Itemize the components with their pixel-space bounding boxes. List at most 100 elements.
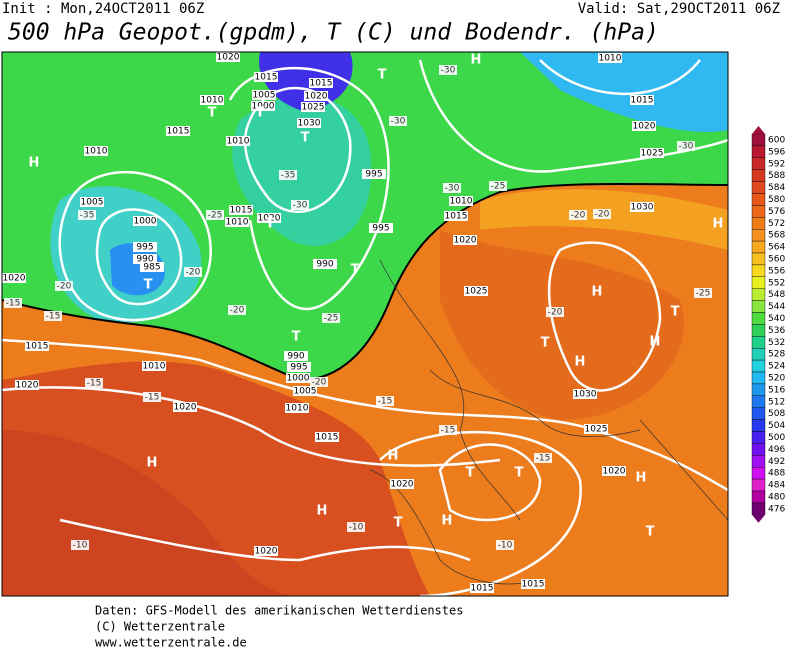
pressure-center: H: [575, 355, 586, 370]
legend-swatch: [751, 431, 766, 444]
isobar-label-bg: [640, 148, 664, 158]
legend-swatch: [751, 181, 766, 194]
isobar-label: 1010: [227, 137, 250, 147]
legend-label: 536: [768, 326, 785, 336]
temp-label-bg: [534, 453, 552, 463]
isobar-label-bg: [133, 242, 157, 252]
isobar-label: 1000: [287, 374, 310, 384]
pressure-center: H: [388, 449, 399, 464]
legend-swatch: [751, 205, 766, 218]
legend-label: 528: [768, 350, 785, 360]
legend-label: 532: [768, 338, 785, 348]
isobar-label-bg: [362, 169, 386, 179]
isobar-label-bg: [286, 373, 310, 383]
isobar-label: 1020: [633, 122, 656, 132]
footer-line: (C) Wetterzentrale: [95, 620, 225, 634]
isobar-label: 1015: [471, 584, 494, 594]
legend-swatch: [751, 228, 766, 242]
temp-label: -20: [312, 378, 327, 388]
legend-swatch: [751, 395, 766, 408]
temp-label: -10: [349, 523, 364, 533]
legend-swatch: [751, 217, 766, 230]
isobar-label-bg: [444, 211, 468, 221]
isobar-label: 1020: [255, 547, 278, 557]
isobar-label: 1020: [174, 403, 197, 413]
isobar-label-bg: [251, 101, 275, 111]
legend-label: 576: [768, 207, 785, 217]
legend-swatch: [751, 193, 766, 206]
isobar-label-bg: [252, 90, 276, 100]
isobar-label: 985: [143, 263, 160, 273]
temp-label-bg: [389, 116, 407, 126]
isobar-label-bg: [133, 254, 157, 264]
isobar-label-bg: [293, 386, 317, 396]
pressure-center: T: [301, 131, 310, 146]
isobar-label-bg: [287, 362, 311, 372]
isobar-label: 1020: [258, 214, 281, 224]
legend-swatch: [751, 419, 766, 432]
legend-label: 508: [768, 409, 785, 419]
isobar-label-bg: [254, 72, 278, 82]
temp-label-bg: [347, 522, 365, 532]
legend-swatch: [751, 467, 766, 480]
orange-dark-field: [440, 230, 684, 420]
legend-label: 548: [768, 290, 785, 300]
isobar-label-bg: [297, 118, 321, 128]
isobar-label: 1010: [226, 218, 249, 228]
pressure-center: T: [394, 516, 403, 531]
isobar-label-bg: [142, 361, 166, 371]
legend-label: 552: [768, 278, 785, 288]
temp-label-bg: [71, 540, 89, 550]
isobar-label-bg: [470, 583, 494, 593]
temp-label-bg: [376, 396, 394, 406]
blue-north: [520, 52, 728, 132]
pressure-center: T: [256, 106, 265, 121]
isobar-label: 995: [290, 363, 307, 373]
pressure-center: H: [317, 504, 328, 519]
isobar-label: 995: [372, 224, 389, 234]
temp-label-bg: [489, 181, 507, 191]
legend-swatch: [751, 502, 766, 515]
legend-label: 500: [768, 433, 785, 443]
isobar-label: 1015: [445, 212, 468, 222]
temp-label-bg: [310, 377, 328, 387]
isobar-label: 1010: [85, 147, 108, 157]
legend-label: 596: [768, 147, 785, 157]
legend-label: 588: [768, 171, 785, 181]
isobar-label: 1015: [26, 342, 49, 352]
temp-label: -20: [595, 210, 610, 220]
pressure-center: H: [147, 456, 158, 471]
temp-label: -20: [571, 211, 586, 221]
temp-label-bg: [569, 210, 587, 220]
legend-arrow-bottom: [752, 514, 765, 523]
isobar-label-bg: [464, 286, 488, 296]
legend-swatch: [751, 490, 766, 504]
legend-label: 492: [768, 457, 785, 467]
temp-label: -25: [696, 289, 711, 299]
isobar-label: 1010: [286, 404, 309, 414]
legend-arrow-top: [752, 126, 765, 134]
temp-label: -20: [186, 268, 201, 278]
legend-label: 496: [768, 445, 785, 455]
isobar-label-bg: [453, 235, 477, 245]
isobar-label-bg: [313, 259, 337, 269]
cyan-low-centre: [232, 96, 372, 246]
isobar-label: 1025: [641, 149, 664, 159]
isobar-label: 995: [136, 243, 153, 253]
temp-label-bg: [44, 311, 62, 321]
temp-label-bg: [291, 200, 309, 210]
isobar-label-bg: [84, 146, 108, 156]
legend-label: 516: [768, 385, 785, 395]
legend-label: 572: [768, 219, 785, 229]
isobar-label-bg: [598, 53, 622, 63]
pressure-center: T: [466, 466, 475, 481]
temp-label-bg: [593, 209, 611, 219]
temp-label: -35: [281, 171, 296, 181]
legend-label: 512: [768, 397, 785, 407]
legend-swatch: [751, 240, 766, 254]
pressure-center: H: [713, 217, 724, 232]
temp-label-bg: [85, 378, 103, 388]
isobar-label-bg: [133, 216, 157, 226]
